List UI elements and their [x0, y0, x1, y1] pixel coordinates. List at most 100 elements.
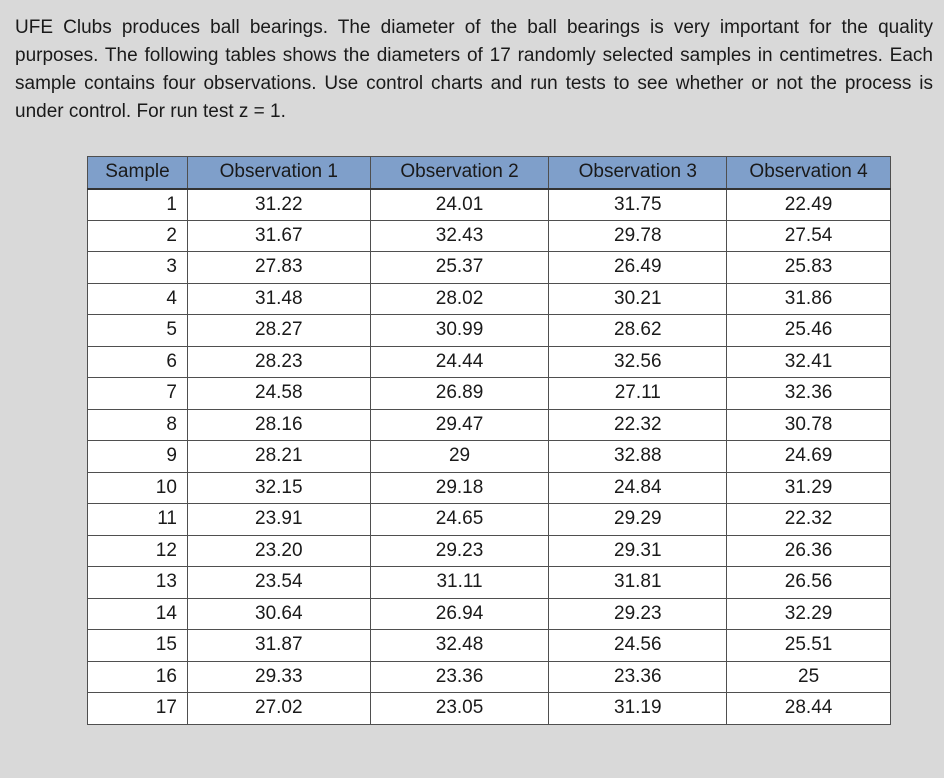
observation-2-cell: 32.48 [369, 629, 550, 662]
observation-3-cell: 32.88 [548, 440, 728, 473]
observation-2-cell: 26.94 [369, 597, 550, 630]
column-header-observation-2: Observation 2 [369, 156, 550, 189]
table-row: 7 24.58 26.89 27.11 32.36 [87, 377, 891, 410]
diameter-table: Sample Observation 1 Observation 2 Obser… [87, 156, 891, 725]
table-row: 6 28.23 24.44 32.56 32.41 [87, 345, 891, 378]
observation-3-cell: 29.78 [548, 219, 728, 252]
observation-4-cell: 25.83 [726, 251, 891, 284]
sample-cell: 11 [87, 503, 188, 536]
table-row: 12 23.20 29.23 29.31 26.36 [87, 534, 891, 567]
table-body: 1 31.22 24.01 31.75 22.49 2 31.67 32.43 29.78 27.… [87, 187, 891, 725]
observation-3-cell: 28.62 [548, 314, 728, 347]
table-row: 16 29.33 23.36 23.36 25 [87, 660, 891, 693]
table-row: 8 28.16 29.47 22.32 30.78 [87, 408, 891, 441]
table-row: 14 30.64 26.94 29.23 32.29 [87, 597, 891, 630]
observation-2-cell: 30.99 [369, 314, 550, 347]
table-row: 15 31.87 32.48 24.56 25.51 [87, 629, 891, 662]
table-row: 1 31.22 24.01 31.75 22.49 [87, 187, 891, 221]
observation-3-cell: 29.31 [548, 534, 728, 567]
column-header-observation-3: Observation 3 [548, 156, 728, 189]
observation-4-cell: 26.36 [726, 534, 891, 567]
observation-3-cell: 32.56 [548, 345, 728, 378]
observation-3-cell: 31.19 [548, 692, 728, 725]
observation-1-cell: 24.58 [186, 377, 371, 410]
observation-1-cell: 32.15 [186, 471, 371, 504]
table-row: 10 32.15 29.18 24.84 31.29 [87, 471, 891, 504]
observation-1-cell: 31.67 [186, 219, 371, 252]
observation-1-cell: 28.21 [186, 440, 371, 473]
observation-2-cell: 28.02 [369, 282, 550, 315]
observation-1-cell: 31.48 [186, 282, 371, 315]
observation-3-cell: 29.29 [548, 503, 728, 536]
observation-4-cell: 31.29 [726, 471, 891, 504]
column-header-sample: Sample [87, 156, 188, 189]
observation-2-cell: 26.89 [369, 377, 550, 410]
sample-cell: 3 [87, 251, 188, 284]
observation-3-cell: 26.49 [548, 251, 728, 284]
sample-cell: 9 [87, 440, 188, 473]
sample-cell: 6 [87, 345, 188, 378]
observation-3-cell: 24.56 [548, 629, 728, 662]
observation-2-cell: 24.65 [369, 503, 550, 536]
observation-1-cell: 30.64 [186, 597, 371, 630]
observation-1-cell: 23.20 [186, 534, 371, 567]
observation-4-cell: 32.29 [726, 597, 891, 630]
sample-cell: 14 [87, 597, 188, 630]
observation-2-cell: 29.47 [369, 408, 550, 441]
observation-4-cell: 24.69 [726, 440, 891, 473]
observation-4-cell: 30.78 [726, 408, 891, 441]
sample-cell: 17 [87, 692, 188, 725]
observation-1-cell: 28.27 [186, 314, 371, 347]
column-header-observation-4: Observation 4 [726, 156, 891, 189]
table-row: 9 28.21 29 32.88 24.69 [87, 440, 891, 473]
problem-statement: UFE Clubs produces ball bearings. The di… [15, 17, 933, 122]
table-row: 5 28.27 30.99 28.62 25.46 [87, 314, 891, 347]
observation-2-cell: 32.43 [369, 219, 550, 252]
observation-4-cell: 31.86 [726, 282, 891, 315]
observation-4-cell: 26.56 [726, 566, 891, 599]
sample-cell: 16 [87, 660, 188, 693]
observation-4-cell: 32.41 [726, 345, 891, 378]
table-header-row: Sample Observation 1 Observation 2 Obser… [87, 156, 891, 189]
observation-2-cell: 24.44 [369, 345, 550, 378]
table-row: 3 27.83 25.37 26.49 25.83 [87, 251, 891, 284]
observation-4-cell: 27.54 [726, 219, 891, 252]
observation-4-cell: 25.46 [726, 314, 891, 347]
observation-1-cell: 28.23 [186, 345, 371, 378]
sample-cell: 5 [87, 314, 188, 347]
observation-2-cell: 24.01 [369, 187, 550, 221]
observation-2-cell: 29.18 [369, 471, 550, 504]
observation-2-cell: 23.05 [369, 692, 550, 725]
table-row: 4 31.48 28.02 30.21 31.86 [87, 282, 891, 315]
sample-cell: 2 [87, 219, 188, 252]
column-header-observation-1: Observation 1 [186, 156, 371, 189]
observation-3-cell: 31.81 [548, 566, 728, 599]
observation-2-cell: 31.11 [369, 566, 550, 599]
observation-2-cell: 29.23 [369, 534, 550, 567]
observation-3-cell: 22.32 [548, 408, 728, 441]
sample-cell: 12 [87, 534, 188, 567]
table-row: 13 23.54 31.11 31.81 26.56 [87, 566, 891, 599]
observation-1-cell: 31.87 [186, 629, 371, 662]
observation-4-cell: 25.51 [726, 629, 891, 662]
observation-4-cell: 22.32 [726, 503, 891, 536]
observation-1-cell: 23.54 [186, 566, 371, 599]
sample-cell: 4 [87, 282, 188, 315]
observation-2-cell: 25.37 [369, 251, 550, 284]
observation-2-cell: 29 [369, 440, 550, 473]
observation-4-cell: 22.49 [726, 187, 891, 221]
observation-3-cell: 23.36 [548, 660, 728, 693]
observation-3-cell: 27.11 [548, 377, 728, 410]
sample-cell: 1 [87, 187, 188, 221]
observation-4-cell: 32.36 [726, 377, 891, 410]
table-row: 17 27.02 23.05 31.19 28.44 [87, 692, 891, 725]
observation-4-cell: 28.44 [726, 692, 891, 725]
observation-1-cell: 31.22 [186, 187, 371, 221]
sample-cell: 13 [87, 566, 188, 599]
sample-cell: 10 [87, 471, 188, 504]
observation-1-cell: 29.33 [186, 660, 371, 693]
observation-1-cell: 27.83 [186, 251, 371, 284]
observation-1-cell: 27.02 [186, 692, 371, 725]
sample-cell: 15 [87, 629, 188, 662]
observation-3-cell: 24.84 [548, 471, 728, 504]
